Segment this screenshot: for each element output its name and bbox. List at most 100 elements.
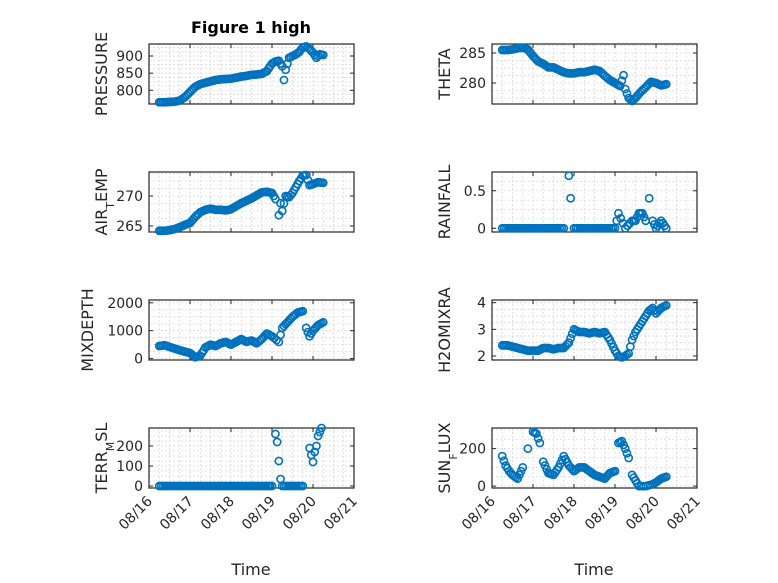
data-point [318,317,328,327]
axes-box [491,43,698,105]
y-tick-label: 3 [477,322,486,338]
data-point [564,171,574,181]
x-tick-label: 08/17 [157,494,197,534]
y-tick-label: 285 [459,46,486,62]
x-tick-label: 08/19 [582,494,622,534]
data-point [267,481,277,491]
x-tick-label: 08/21 [664,494,704,534]
data-point [274,456,284,466]
x-tick-label: 08/18 [541,494,581,534]
x-axis-label-left: Time [230,560,270,579]
data-point [315,427,325,437]
y-tick-label: 200 [459,442,486,458]
figure-title: Figure 1 high [191,18,311,37]
data-point [298,306,308,316]
data-point [318,178,328,188]
y-tick-label: 800 [116,83,143,99]
data-point [617,76,627,85]
y-tick-label: 4 [477,296,486,312]
data-point [317,423,326,433]
subplot-theta: 280 285 THETA [435,43,698,106]
y-tick-label: 1000 [107,324,143,340]
x-tick-label: 08/19 [239,494,279,534]
y-tick-label: 2 [477,349,486,365]
subplot-rainfall: 0 0.5 RAINFALL [435,165,698,240]
data-point [661,300,671,310]
x-tick-label: 08/16 [116,493,156,533]
data-point [301,170,311,180]
data-point [627,335,637,345]
y-tick-label: 265 [116,219,143,235]
data-point [499,456,509,466]
x-tick-label: 08/20 [623,494,663,534]
y-tick-label: 0 [134,352,143,368]
data-point [661,223,671,233]
y-tick-label: 0 [477,479,486,495]
y-axis-label: AIRTEMP [92,168,117,235]
x-tick-label: 08/16 [459,493,499,533]
subplot-sun-flux: 08/16 08/17 08/18 08/19 08/20 08/21 0 200SUNFLU… [435,422,704,533]
data-point [497,451,507,461]
data-point [620,84,630,94]
data-point [644,193,654,203]
axes-box [148,427,355,489]
y-axis-label: PRESSURE [92,32,111,116]
data-point [566,333,575,343]
y-axis-label: H2OMIXRA [435,287,454,373]
subplot-terr-msl: 08/16 08/17 08/18 08/19 08/20 08/21 0 100 200TER… [92,423,361,534]
data-point [661,79,671,89]
x-axis-label-right: Time [573,560,613,579]
axes-box [491,299,698,361]
y-tick-label: 850 [116,66,143,82]
data-point [310,447,320,457]
data-point [535,438,545,448]
data-point [276,474,285,484]
data-point [624,453,634,463]
y-tick-label: 200 [116,439,143,455]
data-point [622,350,632,360]
x-tick-label: 08/17 [500,494,540,534]
y-axis-label: TERRMSL [92,423,117,495]
y-tick-label: 2000 [107,296,143,312]
data-point [312,441,321,451]
data-point [610,466,620,476]
x-tick-label: 08/20 [280,494,320,534]
data-point [298,481,308,491]
subplot-mixdepth: 0 1000 2000 MIXDEPTH [78,288,355,372]
data-point [282,59,292,69]
y-tick-label: 0 [134,479,143,495]
subplot-h2omixra: 2 3 4 H2OMIXRA [435,287,698,373]
y-axis-label: RAINFALL [435,165,454,240]
y-tick-label: 270 [116,189,143,205]
y-tick-label: 900 [116,49,143,65]
data-point [661,472,671,482]
data-point [532,429,541,439]
y-tick-label: 0.5 [464,184,486,200]
y-axis-label: MIXDEPTH [78,288,97,371]
axes-box [148,43,355,105]
data-point [620,223,630,233]
data-point [276,330,285,340]
data-point [279,75,289,85]
data-point [271,429,280,439]
y-axis-label: SUNFLUX [435,422,460,493]
data-point [271,194,280,204]
axes-box [148,299,355,361]
data-point [614,208,623,218]
data-point [281,65,291,75]
data-point [564,338,574,348]
data-point [308,457,318,467]
y-axis-label: THETA [435,48,454,100]
x-tick-label: 08/21 [321,494,361,534]
data-point [622,448,632,458]
data-point [533,433,543,443]
data-point [629,331,639,341]
data-point [313,431,323,441]
data-point [318,50,328,60]
x-tick-label: 08/18 [198,494,238,534]
data-point [523,444,533,454]
data-point [272,437,282,447]
axes-box [491,427,698,489]
